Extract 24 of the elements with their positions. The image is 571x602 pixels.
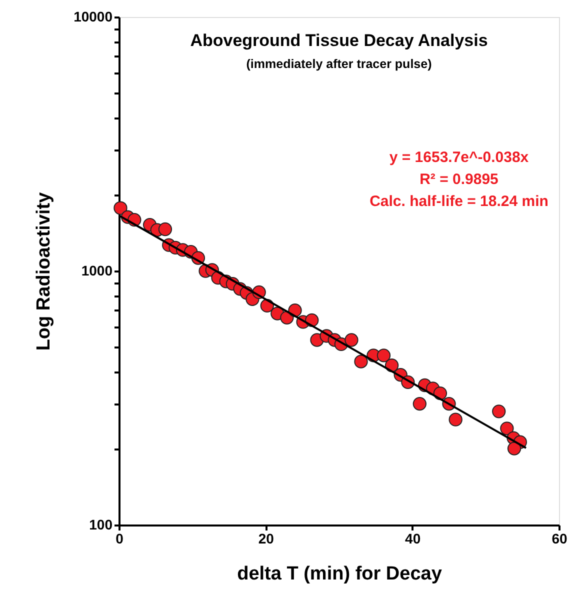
text: (immediately after tracer pulse) (246, 57, 432, 71)
annotation: Calc. half-life = 18.24 min (370, 193, 548, 210)
point (448, 412, 462, 426)
point (492, 404, 506, 418)
x-tick-label: 20 (258, 530, 274, 546)
annotation: R² = 0.9895 (420, 171, 498, 188)
x-axis-title: delta T (min) for Decay (237, 564, 442, 584)
point (158, 222, 172, 236)
point (500, 422, 514, 436)
point (354, 354, 368, 368)
text: Aboveground Tissue Decay Analysis (190, 31, 488, 50)
point (344, 333, 358, 347)
point (507, 442, 522, 456)
point (114, 201, 128, 215)
x-tick-label: 60 (552, 530, 568, 546)
y-axis-title: Log Radioactivity (34, 192, 55, 351)
point (412, 397, 426, 411)
y-tick-label: 10000 (74, 8, 113, 24)
x-tick-label: 40 (405, 530, 421, 546)
y-tick-label: 1000 (81, 262, 113, 278)
y-tick-label: 100 (89, 516, 113, 532)
point (376, 348, 391, 362)
x-tick-label: 0 (116, 530, 124, 546)
annotation: y = 1653.7e^-0.038x (389, 149, 530, 166)
